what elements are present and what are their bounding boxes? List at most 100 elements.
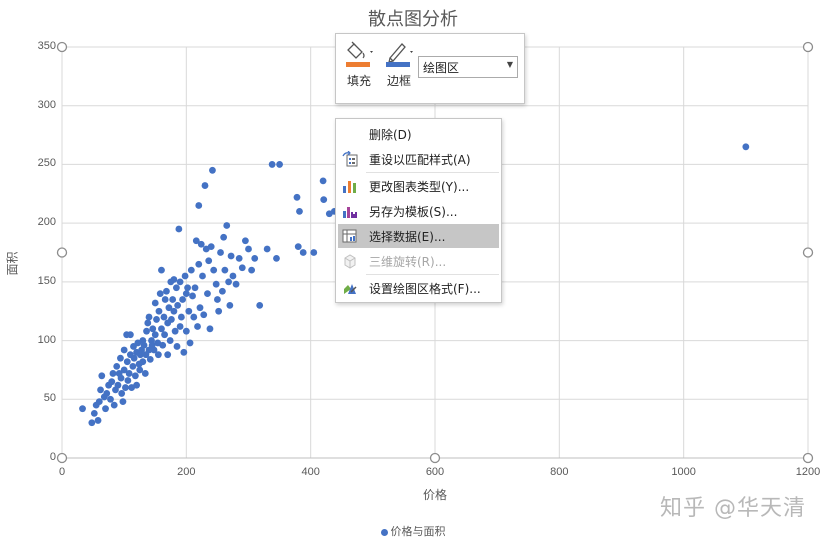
data-point[interactable]: [229, 272, 237, 280]
data-point[interactable]: [140, 341, 148, 349]
data-point[interactable]: [151, 331, 159, 339]
data-point[interactable]: [97, 386, 104, 394]
data-point[interactable]: [103, 390, 111, 397]
data-point[interactable]: [158, 266, 165, 274]
data-point[interactable]: [166, 337, 174, 344]
data-point[interactable]: [176, 278, 184, 286]
data-point[interactable]: [204, 290, 211, 297]
data-point[interactable]: [145, 313, 153, 321]
data-point[interactable]: [117, 354, 124, 362]
data-point[interactable]: [180, 348, 188, 356]
data-point[interactable]: [276, 161, 283, 168]
data-point[interactable]: [190, 313, 198, 321]
data-point[interactable]: [110, 401, 118, 409]
data-point[interactable]: [149, 325, 157, 333]
data-point[interactable]: [171, 327, 179, 335]
data-point[interactable]: [109, 370, 117, 377]
data-point[interactable]: [238, 264, 246, 272]
fill-button[interactable]: 填充: [342, 40, 376, 96]
data-point[interactable]: [130, 354, 138, 362]
data-point[interactable]: [168, 316, 175, 323]
data-point[interactable]: [226, 301, 234, 309]
data-point[interactable]: [122, 384, 129, 391]
data-point[interactable]: [163, 287, 170, 295]
data-point[interactable]: [175, 225, 183, 233]
data-point[interactable]: [235, 254, 243, 262]
data-point[interactable]: [293, 193, 301, 201]
resize-handle[interactable]: [802, 247, 814, 258]
data-point[interactable]: [95, 398, 103, 406]
data-point[interactable]: [159, 341, 167, 349]
resize-handle[interactable]: [802, 41, 814, 53]
scatter-series[interactable]: [79, 143, 750, 427]
menu-item-reset-style[interactable]: 重设以匹配样式(A): [338, 147, 499, 171]
data-point[interactable]: [160, 313, 168, 321]
data-point[interactable]: [126, 331, 134, 339]
data-point[interactable]: [158, 325, 165, 333]
data-point[interactable]: [172, 284, 180, 292]
data-point[interactable]: [182, 290, 190, 297]
data-point[interactable]: [742, 143, 750, 151]
resize-handle[interactable]: [56, 247, 68, 258]
data-point[interactable]: [182, 327, 190, 335]
chart-element-select[interactable]: 绘图区 ▼: [418, 56, 518, 78]
data-point[interactable]: [212, 280, 220, 288]
x-axis-title[interactable]: 价格: [422, 488, 447, 502]
data-point[interactable]: [173, 343, 181, 350]
data-point[interactable]: [165, 304, 173, 312]
data-point[interactable]: [114, 381, 122, 389]
data-point[interactable]: [98, 372, 106, 380]
data-point[interactable]: [143, 327, 150, 335]
data-point[interactable]: [192, 237, 200, 245]
border-button[interactable]: 边框: [382, 40, 416, 96]
plot-area-selection-handles[interactable]: [56, 41, 814, 464]
data-point[interactable]: [88, 419, 96, 427]
data-point[interactable]: [119, 398, 127, 406]
data-point[interactable]: [320, 196, 328, 204]
data-point[interactable]: [129, 363, 137, 370]
data-point[interactable]: [294, 243, 302, 251]
data-point[interactable]: [217, 249, 224, 256]
data-point[interactable]: [144, 319, 152, 327]
data-point[interactable]: [227, 252, 235, 260]
data-point[interactable]: [150, 346, 158, 354]
data-point[interactable]: [155, 307, 163, 315]
data-point[interactable]: [187, 266, 195, 274]
data-point[interactable]: [113, 363, 121, 370]
menu-item-3d-rotation[interactable]: 三维旋转(R)...: [338, 249, 499, 273]
data-point[interactable]: [94, 417, 102, 424]
data-point[interactable]: [245, 245, 252, 253]
data-point[interactable]: [170, 276, 178, 283]
data-point[interactable]: [225, 278, 233, 286]
data-point[interactable]: [273, 254, 280, 262]
data-point[interactable]: [169, 296, 177, 303]
data-point[interactable]: [154, 351, 162, 359]
data-point[interactable]: [201, 182, 209, 189]
data-point[interactable]: [205, 257, 213, 265]
data-point[interactable]: [174, 301, 182, 309]
data-point[interactable]: [209, 166, 216, 174]
data-point[interactable]: [133, 381, 141, 389]
chart-legend[interactable]: 价格与面积: [0, 523, 826, 539]
data-point[interactable]: [195, 260, 203, 268]
menu-item-select-data[interactable]: 选择数据(E)...: [338, 224, 499, 248]
data-point[interactable]: [185, 307, 193, 315]
data-point[interactable]: [268, 161, 276, 168]
data-point[interactable]: [319, 177, 327, 185]
data-point[interactable]: [176, 323, 184, 330]
data-point[interactable]: [108, 378, 116, 386]
data-point[interactable]: [241, 237, 249, 245]
data-point[interactable]: [207, 243, 215, 251]
resize-handle[interactable]: [429, 452, 441, 464]
menu-item-save-as-template[interactable]: 另存为模板(S)...: [338, 199, 499, 223]
data-point[interactable]: [191, 284, 199, 292]
data-point[interactable]: [161, 331, 168, 339]
resize-handle[interactable]: [56, 41, 68, 53]
data-point[interactable]: [79, 405, 86, 413]
data-point[interactable]: [263, 245, 271, 253]
data-point[interactable]: [296, 208, 303, 215]
menu-item-change-chart-type[interactable]: 更改图表类型(Y)...: [338, 174, 499, 198]
data-point[interactable]: [120, 366, 128, 374]
data-point[interactable]: [215, 307, 223, 315]
resize-handle[interactable]: [56, 452, 68, 464]
